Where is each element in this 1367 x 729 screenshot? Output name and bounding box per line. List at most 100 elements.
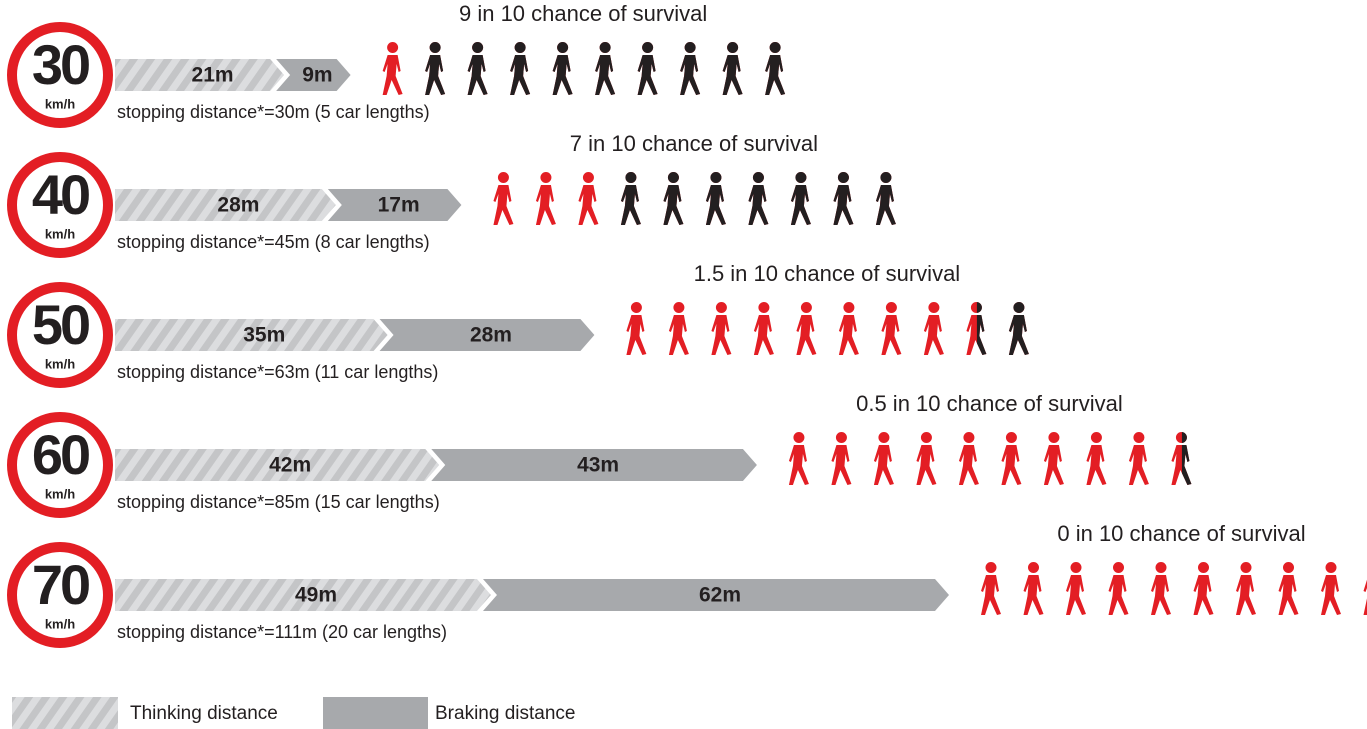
- pedestrian-black: [722, 42, 743, 95]
- pedestrian-red: [1278, 562, 1299, 615]
- pedestrian-red: [958, 432, 979, 485]
- pedestrian-black: [467, 42, 488, 95]
- pedestrian: [923, 302, 944, 355]
- pedestrian-black: [705, 172, 726, 225]
- value-label: 28m: [470, 324, 512, 347]
- pedestrian-red: [796, 302, 817, 355]
- pedestrian: [663, 172, 684, 225]
- speed-unit: km/h: [45, 486, 75, 501]
- pedestrian-black: [976, 302, 987, 355]
- survival-label: 0 in 10 chance of survival: [1057, 521, 1305, 546]
- pedestrian: [722, 42, 743, 95]
- speed-sign: [7, 152, 113, 258]
- pedestrian-red: [1023, 562, 1044, 615]
- pedestrian-red: [1086, 432, 1107, 485]
- speed-value: 50: [32, 293, 89, 356]
- value-label: 62m: [699, 584, 741, 607]
- speed-unit: km/h: [45, 616, 75, 631]
- pedestrian-red: [981, 562, 1001, 615]
- pedestrian: [873, 432, 894, 485]
- pedestrian-red: [1236, 562, 1256, 615]
- pedestrian-black: [748, 172, 769, 225]
- pedestrian: [966, 302, 987, 355]
- pedestrian: [382, 42, 403, 95]
- pedestrian-red: [788, 432, 809, 485]
- pedestrian-red: [923, 302, 944, 355]
- braking-bar: [482, 579, 949, 611]
- pedestrian: [711, 302, 732, 355]
- thinking-bar: [115, 579, 491, 611]
- legend-swatch: [12, 697, 118, 729]
- pedestrian-black: [425, 42, 446, 95]
- pedestrian: [875, 172, 896, 225]
- pedestrian-red: [873, 432, 894, 485]
- pedestrian: [981, 562, 1001, 615]
- pedestrian-black: [510, 42, 531, 95]
- pedestrian: [958, 432, 979, 485]
- pedestrian-red: [578, 172, 599, 225]
- pedestrian: [1043, 432, 1064, 485]
- speed-value: 30: [32, 33, 89, 96]
- value-label: 9m: [302, 64, 332, 87]
- value-label: 49m: [295, 584, 337, 607]
- pedestrian: [535, 172, 556, 225]
- speed-sign: [7, 542, 113, 648]
- speed-value: 70: [32, 553, 89, 616]
- braking-bar: [431, 449, 757, 481]
- pedestrian: [1001, 432, 1022, 485]
- pedestrian: [1193, 562, 1214, 615]
- pedestrian-black: [663, 172, 684, 225]
- pedestrian-red: [1001, 432, 1022, 485]
- pedestrian: [1108, 562, 1129, 615]
- pedestrian-black: [833, 172, 854, 225]
- pedestrian-red: [831, 432, 852, 485]
- pedestrian: [552, 42, 573, 95]
- braking-bar: [379, 319, 595, 351]
- pedestrian: [467, 42, 488, 95]
- pedestrian-red: [916, 432, 937, 485]
- pedestrian-black: [595, 42, 616, 95]
- pedestrian-red: [753, 302, 774, 355]
- speed-unit: km/h: [45, 96, 75, 111]
- value-label: 35m: [243, 324, 285, 347]
- pedestrian: [1151, 562, 1171, 615]
- pedestrian-red: [1066, 562, 1086, 615]
- pedestrian-red: [626, 302, 647, 355]
- pedestrian: [916, 432, 937, 485]
- speed-sign: [7, 412, 113, 518]
- pedestrian: [1321, 562, 1341, 615]
- pedestrian: [753, 302, 774, 355]
- pedestrian: [790, 172, 811, 225]
- braking-bar: [327, 189, 462, 221]
- pedestrian-red: [1321, 562, 1341, 615]
- pedestrian: [788, 432, 809, 485]
- pedestrian: [626, 302, 647, 355]
- value-label: 28m: [217, 194, 259, 217]
- pedestrian: [831, 432, 852, 485]
- pedestrian: [838, 302, 859, 355]
- pedestrian: [1236, 562, 1256, 615]
- pedestrian-black: [1008, 302, 1029, 355]
- value-label: 21m: [192, 64, 234, 87]
- pedestrian: [620, 172, 641, 225]
- pedestrian: [705, 172, 726, 225]
- stopping-annotation: stopping distance*=45m (8 car lengths): [117, 232, 430, 252]
- pedestrian-red: [1108, 562, 1129, 615]
- pedestrian: [1023, 562, 1044, 615]
- stopping-annotation: stopping distance*=111m (20 car lengths): [117, 622, 447, 642]
- braking-bar: [276, 59, 351, 91]
- pedestrian: [1086, 432, 1107, 485]
- speed-sign: [7, 22, 113, 128]
- pedestrian-red: [838, 302, 859, 355]
- pedestrian-red: [1151, 562, 1171, 615]
- pedestrian-black: [1181, 432, 1192, 485]
- pedestrian: [680, 42, 701, 95]
- pedestrian: [637, 42, 658, 95]
- pedestrian-red: [1193, 562, 1214, 615]
- value-label: 43m: [577, 454, 619, 477]
- pedestrian-red: [1363, 579, 1367, 615]
- pedestrian-black: [790, 172, 811, 225]
- pedestrian-red: [382, 42, 403, 95]
- stopping-annotation: stopping distance*=63m (11 car lengths): [117, 362, 438, 382]
